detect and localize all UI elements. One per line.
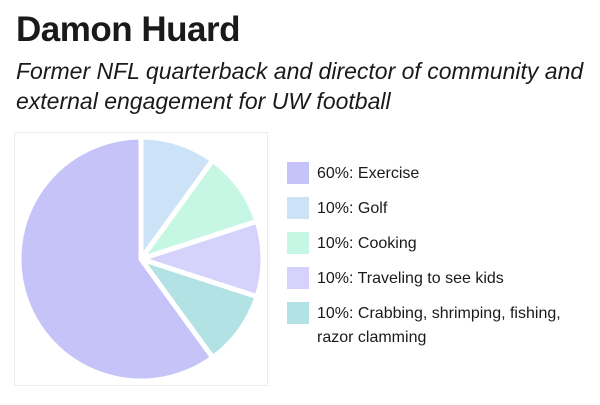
legend-item-traveling-to-see-kids: 10%: Traveling to see kids	[287, 267, 592, 291]
legend-swatch	[287, 197, 309, 219]
pie-chart-svg	[14, 132, 268, 386]
chart-title: Damon Huard	[16, 10, 240, 49]
legend-item-crabbing-shrimping-fishing-razor-clamming: 10%: Crabbing, shrimping, fishing, razor…	[287, 302, 592, 350]
legend: 60%: Exercise 10%: Golf 10%: Cooking 10%: T…	[287, 162, 592, 361]
legend-swatch	[287, 302, 309, 324]
legend-item-cooking: 10%: Cooking	[287, 232, 592, 256]
legend-item-golf: 10%: Golf	[287, 197, 592, 221]
legend-item-exercise: 60%: Exercise	[287, 162, 592, 186]
pie-slice-exercise	[16, 134, 216, 384]
legend-swatch	[287, 232, 309, 254]
legend-label: 10%: Crabbing, shrimping, fishing, razor…	[317, 305, 561, 346]
chart-subtitle: Former NFL quarterback and director of c…	[16, 58, 584, 114]
legend-swatch	[287, 162, 309, 184]
pie-chart	[14, 132, 268, 386]
pie-slices	[16, 134, 266, 384]
legend-label: 10%: Cooking	[317, 235, 417, 252]
legend-swatch	[287, 267, 309, 289]
legend-label: 10%: Golf	[317, 200, 388, 217]
legend-label: 10%: Traveling to see kids	[317, 270, 504, 287]
legend-label: 60%: Exercise	[317, 165, 420, 182]
